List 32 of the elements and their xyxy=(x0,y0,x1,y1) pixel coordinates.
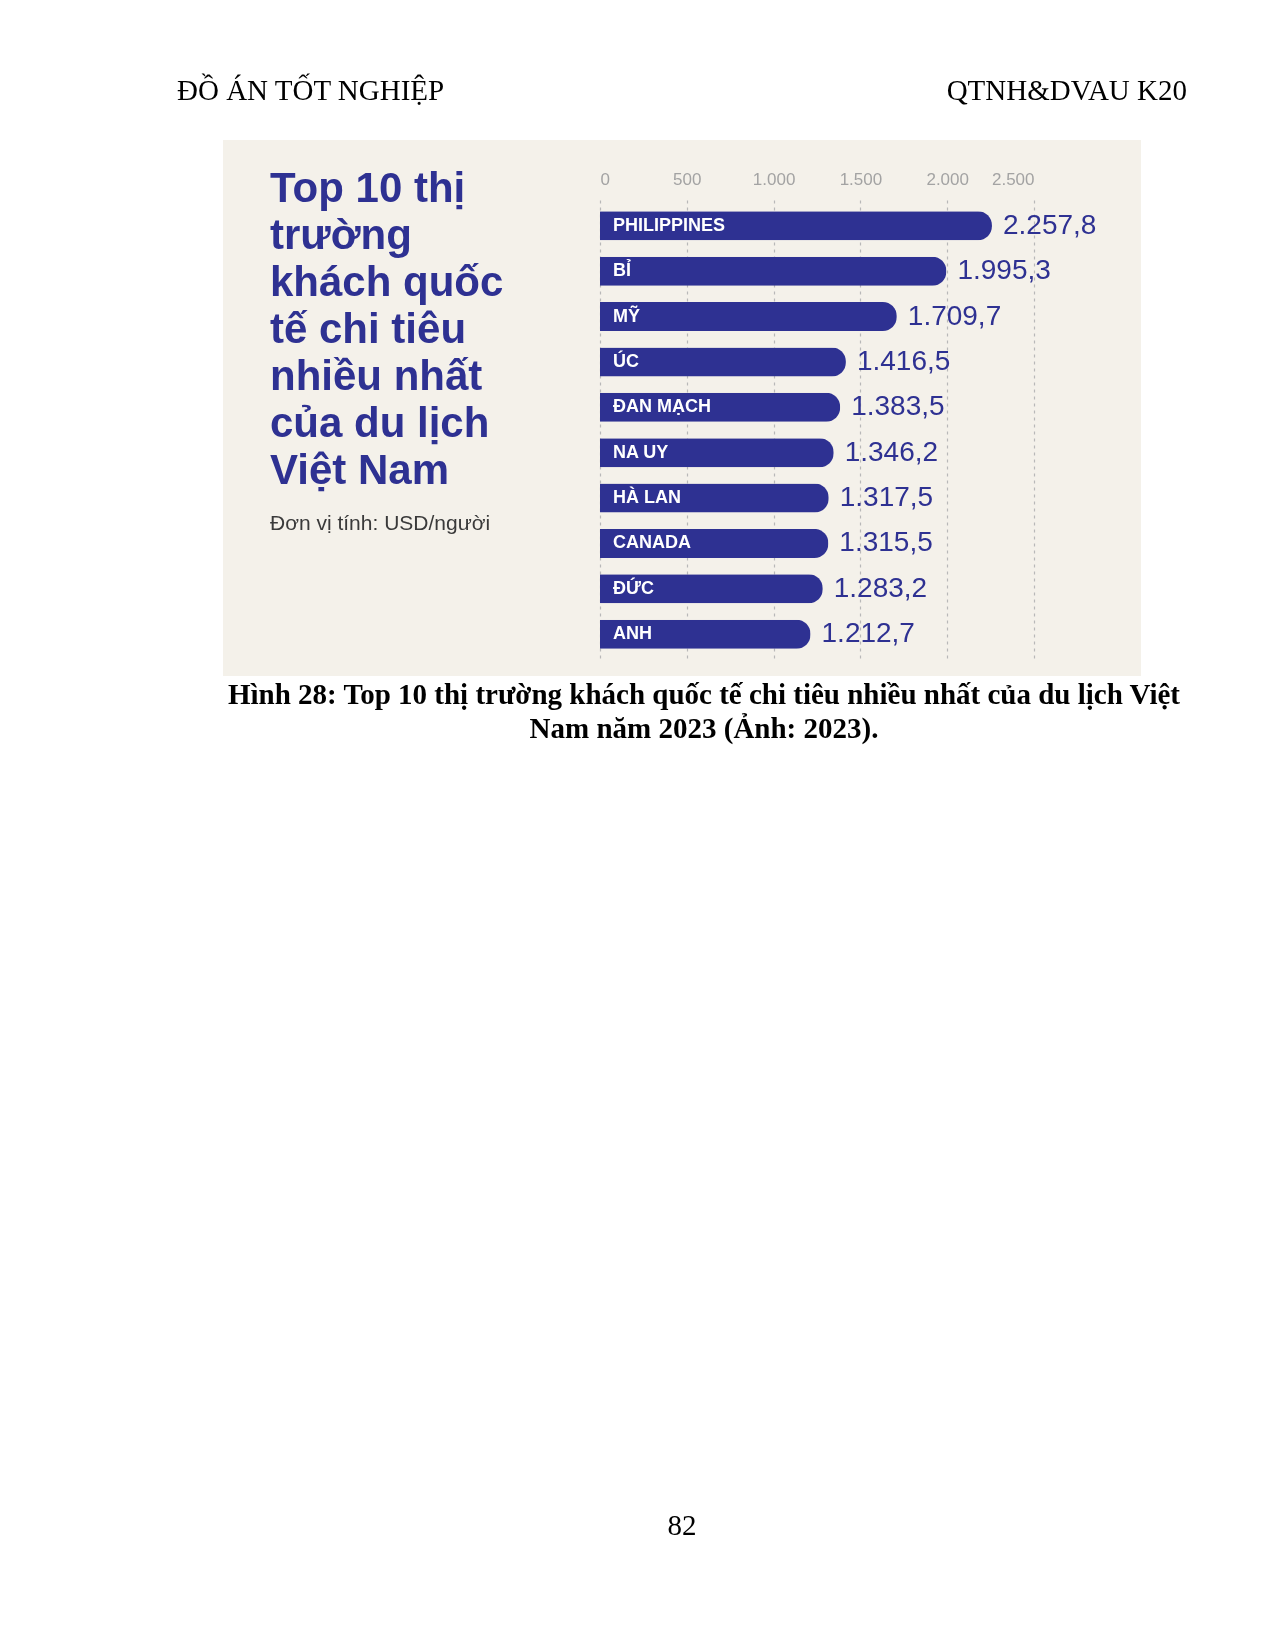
data-label: 1.315,5 xyxy=(839,526,933,558)
text: ĐỒ ÁN TỐT NGHIỆP xyxy=(177,74,445,107)
x-tick-label: 2.500 xyxy=(991,169,1035,189)
y-tick-label: ĐAN MẠCH xyxy=(613,396,711,417)
y-tick-label: MỸ xyxy=(613,304,640,326)
data-label: 1.346,2 xyxy=(844,435,939,467)
data-label: 1.416,5 xyxy=(856,344,951,376)
data-label: 1.709,7 xyxy=(907,299,1002,331)
text: QTNH&DVAU K20 xyxy=(946,74,1187,107)
x-tick-label: 0 xyxy=(600,169,610,189)
data-label: 1.995,3 xyxy=(957,254,1051,286)
y-tick-label: HÀ LAN xyxy=(613,486,681,508)
text: Top 10 thị trường khách quốc tế chi tiêu nhiều nhất của du lịch Việt Nam xyxy=(270,164,504,493)
x-tick-label: 2.000 xyxy=(926,169,969,189)
y-tick-label: ANH xyxy=(613,623,652,644)
data-label: 1.383,5 xyxy=(851,390,945,422)
text: Hình 28: Top 10 thị trường khách quốc tế chi tiêu nhiều nhất của du lịch Việt Nam năm 2023 (Ảnh: 2023). xyxy=(227,677,1181,745)
y-tick-label: PHILIPPINES xyxy=(613,214,726,235)
y-tick-label: ĐỨC xyxy=(613,576,654,598)
data-label: 2.257,8 xyxy=(1002,208,1097,240)
text: 82 xyxy=(666,1509,698,1542)
y-tick-label: CANADA xyxy=(613,532,691,553)
data-label: 1.317,5 xyxy=(839,481,934,513)
data-label: 1.283,2 xyxy=(833,571,928,603)
y-tick-label: NA UY xyxy=(613,441,669,462)
text: Đơn vị tính: USD/người xyxy=(270,511,491,534)
y-tick-label: BỈ xyxy=(613,259,631,281)
y-tick-label: ÚC xyxy=(613,349,639,371)
x-tick-label: 1.000 xyxy=(752,169,796,189)
data-label: 1.212,7 xyxy=(821,617,915,649)
x-tick-label: 1.500 xyxy=(839,169,883,189)
x-tick-label: 500 xyxy=(673,169,702,189)
